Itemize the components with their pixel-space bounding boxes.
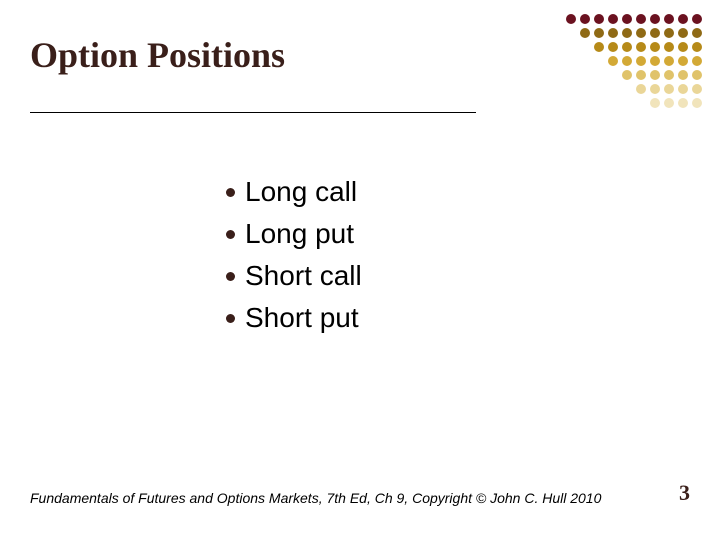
corner-art-dot [678,84,688,94]
corner-art-dot [622,70,632,80]
corner-art-dot [692,42,702,52]
bullet-icon [226,272,235,281]
corner-art-dot [692,14,702,24]
corner-art-dot [678,28,688,38]
corner-art-dot [664,28,674,38]
corner-art-dot [622,42,632,52]
corner-art-dot [650,28,660,38]
corner-art-dot [650,14,660,24]
footer-citation: Fundamentals of Futures and Options Mark… [30,490,601,506]
title-underline [30,112,476,113]
content-list: Long call Long put Short call Short put [226,176,362,334]
corner-art-dot [650,84,660,94]
corner-art-dot [636,70,646,80]
corner-art-dot [678,14,688,24]
list-item: Long call [226,176,362,208]
footer: Fundamentals of Futures and Options Mark… [30,480,690,506]
corner-art-dot [622,28,632,38]
corner-art-row [580,28,702,38]
corner-art-dot [692,28,702,38]
list-item-text: Long call [245,176,357,208]
bullet-icon [226,314,235,323]
corner-art-row [608,56,702,66]
corner-art-dot [594,28,604,38]
corner-art-dot [636,28,646,38]
corner-art-dot [594,14,604,24]
list-item: Short call [226,260,362,292]
corner-art-dot [664,84,674,94]
corner-art-dot [608,56,618,66]
corner-art-dot [650,98,660,108]
corner-art-dot [678,98,688,108]
list-item: Long put [226,218,362,250]
slide-title: Option Positions [30,34,285,76]
corner-art-dot [650,70,660,80]
list-item-text: Short put [245,302,359,334]
corner-art-dot [650,42,660,52]
page-number: 3 [679,480,690,506]
corner-art [566,14,702,108]
list-item: Short put [226,302,362,334]
corner-art-row [566,14,702,24]
corner-art-dot [580,14,590,24]
corner-art-dot [636,84,646,94]
bullet-icon [226,230,235,239]
corner-art-dot [678,70,688,80]
corner-art-dot [664,42,674,52]
corner-art-dot [664,56,674,66]
corner-art-dot [692,84,702,94]
corner-art-row [622,70,702,80]
corner-art-dot [608,42,618,52]
corner-art-dot [678,56,688,66]
corner-art-dot [594,42,604,52]
corner-art-dot [636,14,646,24]
bullet-icon [226,188,235,197]
corner-art-row [636,84,702,94]
corner-art-dot [622,56,632,66]
corner-art-row [594,42,702,52]
corner-art-dot [650,56,660,66]
list-item-text: Long put [245,218,354,250]
corner-art-dot [664,98,674,108]
corner-art-dot [664,70,674,80]
corner-art-dot [636,42,646,52]
corner-art-dot [608,28,618,38]
corner-art-dot [664,14,674,24]
corner-art-dot [566,14,576,24]
list-item-text: Short call [245,260,362,292]
corner-art-dot [678,42,688,52]
corner-art-dot [622,14,632,24]
corner-art-dot [636,56,646,66]
corner-art-dot [580,28,590,38]
corner-art-dot [608,14,618,24]
corner-art-dot [692,98,702,108]
corner-art-dot [692,56,702,66]
corner-art-dot [692,70,702,80]
corner-art-row [650,98,702,108]
